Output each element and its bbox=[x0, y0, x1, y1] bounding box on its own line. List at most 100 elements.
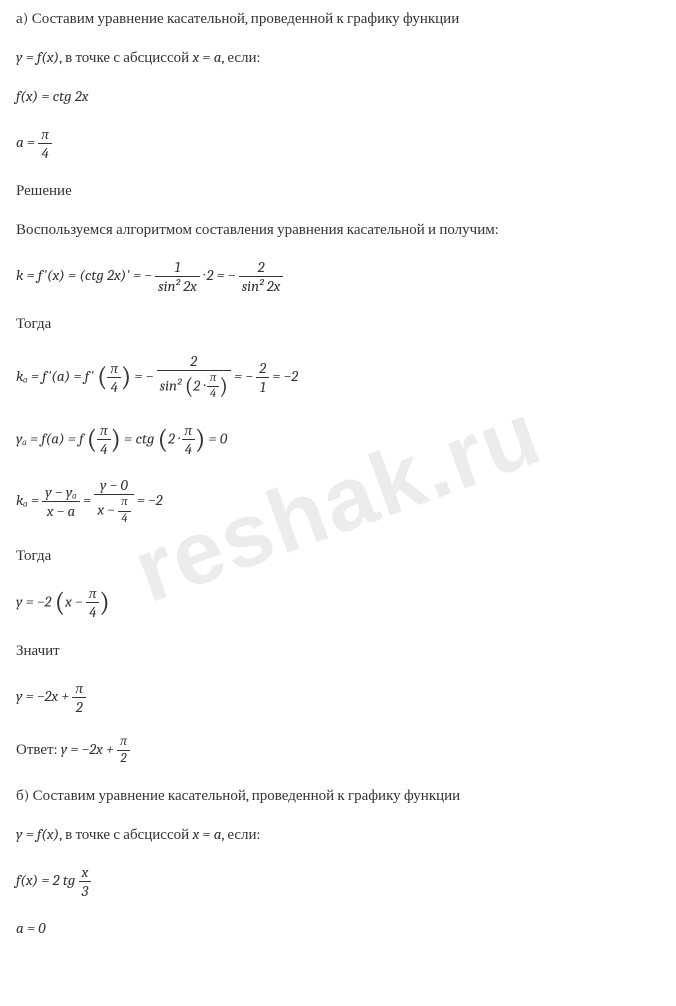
numerator: π bbox=[107, 359, 121, 378]
func-definition: f(x) = ctg 2x bbox=[16, 86, 660, 107]
section-b-intro-2: y = f(x), в точке с абсциссой x = a, есл… bbox=[16, 824, 660, 845]
numerator: π bbox=[38, 125, 52, 144]
denominator: 4 bbox=[107, 378, 121, 396]
fraction: 2sin² (2 · π4) bbox=[157, 352, 231, 403]
ya-prefix: yₐ = f(a) = f bbox=[16, 429, 87, 447]
result: = 0 bbox=[205, 429, 227, 447]
text: , в точке с абсциссой bbox=[59, 48, 192, 66]
paren-close: ) bbox=[195, 424, 205, 455]
denominator: sin² 2x bbox=[239, 277, 284, 295]
ka2-prefix: kₐ = bbox=[16, 491, 42, 509]
fraction: π4 bbox=[182, 421, 196, 458]
paren-close: ) bbox=[121, 361, 131, 392]
eq: = bbox=[80, 491, 95, 509]
denominator: 4 bbox=[97, 440, 111, 458]
numerator: x bbox=[79, 863, 92, 882]
paren: ) bbox=[219, 373, 228, 399]
paren: ( bbox=[185, 373, 194, 399]
func-prefix: f(x) = 2 tg bbox=[16, 871, 79, 889]
eq2: = − bbox=[231, 367, 256, 385]
fraction: y − yₐx − a bbox=[42, 483, 79, 520]
num: π bbox=[207, 371, 219, 387]
answer-math: y = −2x + π2 bbox=[61, 740, 130, 758]
text: , если: bbox=[221, 48, 260, 66]
algorithm-text: Воспользуемся алгоритмом составления ура… bbox=[16, 219, 660, 240]
denominator: 3 bbox=[79, 882, 92, 900]
denominator: sin² 2x bbox=[155, 277, 200, 295]
func-definition-b: f(x) = 2 tg x3 bbox=[16, 863, 660, 900]
denominator: 4 bbox=[38, 144, 52, 162]
means-label: Значит bbox=[16, 640, 660, 661]
inline-math: y = f(x) bbox=[16, 825, 59, 843]
y-eq: y = −2x + bbox=[61, 740, 117, 758]
answer-line: Ответ: y = −2x + π2 bbox=[16, 734, 660, 767]
ka-slope-formula: kₐ = y − yₐx − a = y − 0x − π4 = −2 bbox=[16, 476, 660, 527]
paren-open: ( bbox=[55, 587, 65, 618]
k-prefix: k = f'(x) = (ctg 2x)' = − bbox=[16, 266, 155, 284]
a-label: a = bbox=[16, 133, 38, 151]
section-a-intro-1: а) Составим уравнение касательной, прове… bbox=[16, 8, 660, 29]
paren-open: ( bbox=[97, 361, 107, 392]
fraction: x3 bbox=[79, 863, 92, 900]
ctg: = ctg bbox=[121, 429, 158, 447]
fraction: y − 0x − π4 bbox=[94, 476, 133, 527]
section-b-intro-1: б) Составим уравнение касательной, прове… bbox=[16, 785, 660, 806]
fraction: π4 bbox=[97, 421, 111, 458]
den: 4 bbox=[118, 512, 130, 527]
y-prefix: y = −2 bbox=[16, 592, 55, 610]
sin2: sin² bbox=[160, 376, 185, 394]
paren-close: ) bbox=[111, 424, 121, 455]
fraction: π4 bbox=[107, 359, 121, 396]
den: 4 bbox=[207, 387, 219, 402]
denominator: x − π4 bbox=[94, 495, 133, 527]
denominator: 1 bbox=[256, 378, 269, 396]
fraction: 2sin² 2x bbox=[239, 258, 284, 295]
denominator: 2 bbox=[72, 698, 86, 716]
paren-open: ( bbox=[158, 424, 168, 455]
inner-frac: π4 bbox=[118, 495, 130, 527]
ka-calculation: kₐ = f'(a) = f' (π4) = − 2sin² (2 · π4) … bbox=[16, 352, 660, 403]
final: = −2 bbox=[269, 367, 298, 385]
fraction: π2 bbox=[72, 679, 86, 716]
numerator: y − yₐ bbox=[42, 483, 79, 502]
num: π bbox=[118, 495, 130, 511]
fraction: 21 bbox=[256, 359, 269, 396]
fraction: π2 bbox=[117, 734, 130, 767]
ya-calculation: yₐ = f(a) = f (π4) = ctg (2 · π4) = 0 bbox=[16, 421, 660, 459]
paren-open: ( bbox=[87, 424, 97, 455]
two-dot: 2 · bbox=[168, 429, 182, 447]
x-minus: x − bbox=[65, 592, 86, 610]
then-label-1: Тогда bbox=[16, 313, 660, 334]
denominator: 2 bbox=[117, 751, 130, 767]
text: , в точке с абсциссой bbox=[59, 825, 192, 843]
denominator: sin² (2 · π4) bbox=[157, 371, 231, 403]
a-value-b: a = 0 bbox=[16, 918, 660, 939]
answer-label: Ответ: bbox=[16, 740, 61, 758]
fraction: 1sin² 2x bbox=[155, 258, 200, 295]
paren-close: ) bbox=[99, 587, 109, 618]
then-label-2: Тогда bbox=[16, 545, 660, 566]
numerator: π bbox=[182, 421, 196, 440]
eq: = − bbox=[131, 367, 156, 385]
numerator: π bbox=[86, 584, 100, 603]
fraction: π4 bbox=[86, 584, 100, 621]
solution-label: Решение bbox=[16, 180, 660, 201]
section-a-intro-2: y = f(x), в точке с абсциссой x = a, есл… bbox=[16, 47, 660, 68]
numerator: π bbox=[117, 734, 130, 751]
inline-math: x = a bbox=[192, 825, 221, 843]
numerator: π bbox=[97, 421, 111, 440]
numerator: 2 bbox=[157, 352, 231, 371]
numerator: y − 0 bbox=[94, 476, 133, 495]
result: = −2 bbox=[134, 491, 163, 509]
y-expression-1: y = −2 (x − π4) bbox=[16, 584, 660, 622]
denominator: x − a bbox=[42, 502, 79, 520]
numerator: π bbox=[72, 679, 86, 698]
dot2: · 2 = − bbox=[200, 266, 239, 284]
inline-math: x = a bbox=[192, 48, 221, 66]
x-minus: x − bbox=[97, 501, 118, 519]
y-expression-2: y = −2x + π2 bbox=[16, 679, 660, 716]
a-value: a = π4 bbox=[16, 125, 660, 162]
y-prefix: y = −2x + bbox=[16, 687, 72, 705]
two-dot: 2 · bbox=[193, 376, 207, 394]
inner-frac: π4 bbox=[207, 371, 219, 403]
